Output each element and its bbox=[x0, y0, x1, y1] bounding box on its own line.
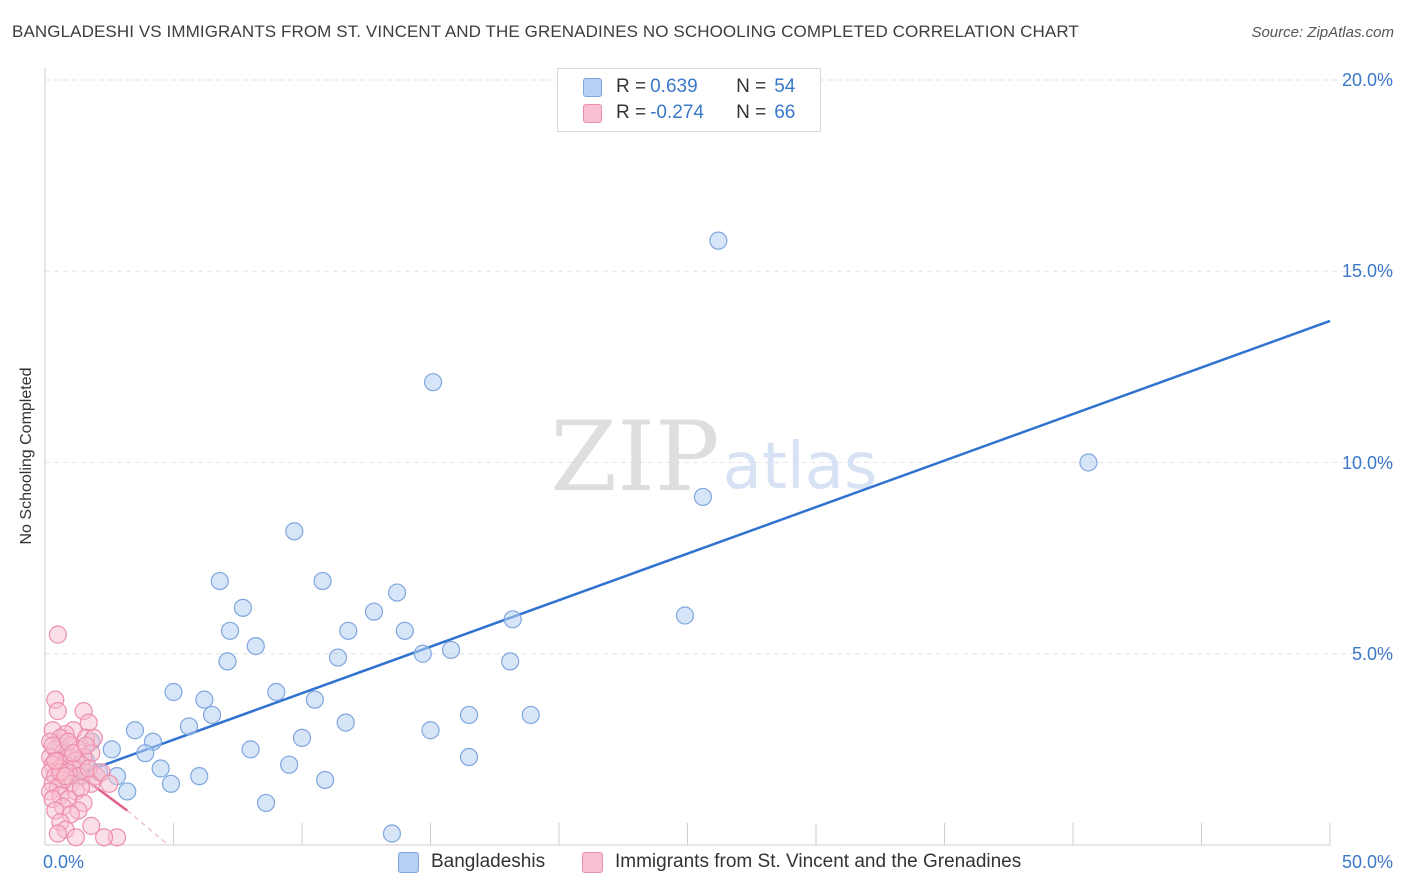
immigrant-point bbox=[82, 816, 101, 835]
series-legend: Bangladeshis Immigrants from St. Vincent… bbox=[0, 851, 1406, 877]
bangladeshi-point bbox=[256, 793, 276, 813]
legend-n-value: 54 bbox=[774, 76, 796, 97]
legend-r-value: -0.274 bbox=[650, 102, 704, 123]
y-tick-label: 10.0% bbox=[1341, 452, 1393, 473]
legend-r-label: R = bbox=[616, 76, 647, 97]
immigrant-point bbox=[71, 778, 91, 797]
watermark-zip: ZIP bbox=[550, 401, 719, 513]
bangladeshi-point bbox=[125, 721, 145, 740]
bangladeshi-point bbox=[364, 602, 384, 621]
bangladeshi-point bbox=[395, 621, 414, 640]
bangladeshi-point bbox=[179, 717, 199, 736]
legend-series-name: Immigrants from St. Vincent and the Gren… bbox=[615, 851, 1022, 872]
bangladeshi-point bbox=[246, 636, 265, 656]
immigrant-point bbox=[48, 824, 67, 843]
bangladeshi-point bbox=[709, 231, 728, 250]
bangladeshi-point bbox=[195, 690, 214, 709]
legend-r-value: 0.639 bbox=[650, 76, 698, 97]
legend-swatch-blue bbox=[398, 851, 419, 873]
bangladeshi-point bbox=[501, 652, 520, 671]
bangladeshi-point bbox=[202, 705, 222, 725]
bangladeshi-point bbox=[292, 728, 312, 748]
grid-lines bbox=[45, 79, 1394, 655]
bangladeshi-point bbox=[413, 644, 432, 663]
bangladeshi-point bbox=[441, 640, 461, 660]
bangladeshi-point bbox=[328, 648, 348, 667]
bangladeshi-point bbox=[267, 682, 286, 702]
source-label: Source: ZipAtlas.com bbox=[1251, 24, 1394, 41]
immigrant-point bbox=[77, 736, 96, 755]
bangladeshi-point bbox=[305, 690, 324, 709]
immigrant-point bbox=[100, 774, 119, 793]
bangladeshi-point bbox=[151, 759, 170, 778]
immigrant-point bbox=[66, 828, 85, 847]
watermark-atlas: atlas bbox=[723, 430, 878, 504]
bangladeshi-point bbox=[164, 682, 183, 702]
bangladeshi-trend-line bbox=[83, 319, 1331, 774]
bangladeshi-point bbox=[459, 705, 479, 725]
legend-n-value: 66 bbox=[774, 102, 796, 123]
bangladeshi-point bbox=[339, 621, 358, 640]
bangladeshi-point bbox=[421, 721, 440, 740]
bangladeshi-point bbox=[503, 610, 522, 629]
bangladeshi-point bbox=[118, 782, 137, 801]
immigrant-point bbox=[46, 751, 65, 770]
immigrant-point bbox=[43, 736, 62, 755]
immigrant-trend-extension bbox=[126, 810, 169, 846]
immigrant-point bbox=[79, 713, 98, 732]
legend-n-label: N = bbox=[736, 102, 767, 123]
bangladeshi-point bbox=[313, 571, 332, 591]
trend-lines bbox=[49, 319, 1331, 846]
bangladeshi-point bbox=[136, 744, 155, 763]
data-points bbox=[41, 231, 1098, 847]
bangladeshi-point bbox=[423, 373, 443, 392]
legend-item-immigrants[interactable]: Immigrants from St. Vincent and the Gren… bbox=[582, 851, 1021, 873]
immigrant-point bbox=[56, 767, 75, 786]
bangladeshi-point bbox=[241, 740, 260, 759]
y-tick-label: 15.0% bbox=[1341, 261, 1393, 282]
immigrant-point bbox=[95, 828, 114, 847]
bangladeshi-point bbox=[336, 713, 355, 732]
chart-title: BANGLADESHI VS IMMIGRANTS FROM ST. VINCE… bbox=[12, 22, 1079, 41]
legend-r-label: R = bbox=[616, 102, 647, 123]
immigrant-point bbox=[48, 702, 67, 721]
axes bbox=[44, 68, 1331, 846]
x-tick-min: 0.0% bbox=[43, 852, 85, 872]
watermark: ZIP atlas bbox=[550, 401, 877, 513]
legend-item-bangladeshis[interactable]: Bangladeshis bbox=[398, 851, 545, 873]
bangladeshi-point bbox=[210, 571, 229, 591]
legend-swatch-blue bbox=[583, 77, 602, 97]
bangladeshi-point bbox=[220, 621, 240, 640]
bangladeshi-point bbox=[675, 606, 695, 625]
bangladeshi-point bbox=[190, 767, 209, 786]
stats-legend: R = 0.639 N = 54 R = -0.274 N = 66 bbox=[557, 68, 821, 132]
bangladeshi-point bbox=[382, 824, 402, 843]
bangladeshi-point bbox=[285, 522, 304, 541]
x-tick-max: 50.0% bbox=[1341, 852, 1393, 872]
legend-series-name: Bangladeshis bbox=[431, 851, 546, 872]
bangladeshi-point bbox=[280, 755, 299, 774]
legend-row-bangladeshis: R = 0.639 N = 54 bbox=[583, 75, 795, 99]
bangladeshi-point bbox=[1079, 453, 1098, 472]
legend-swatch-pink bbox=[583, 103, 602, 123]
immigrant-point bbox=[48, 625, 67, 644]
bangladeshi-point bbox=[102, 740, 121, 759]
y-tick-label: 20.0% bbox=[1341, 70, 1393, 90]
bangladeshi-point bbox=[387, 583, 407, 602]
bangladeshi-point bbox=[521, 705, 540, 725]
bangladeshi-point bbox=[459, 747, 479, 767]
bangladeshi-point bbox=[161, 774, 181, 793]
legend-n-label: N = bbox=[736, 76, 767, 97]
bangladeshi-point bbox=[316, 770, 335, 790]
bangladeshi-point bbox=[233, 598, 252, 617]
legend-row-immigrants: R = -0.274 N = 66 bbox=[583, 101, 795, 125]
bangladeshi-point bbox=[693, 487, 713, 507]
bangladeshi-point bbox=[218, 652, 237, 671]
y-tick-label: 5.0% bbox=[1351, 643, 1393, 664]
legend-swatch-pink bbox=[582, 851, 603, 873]
